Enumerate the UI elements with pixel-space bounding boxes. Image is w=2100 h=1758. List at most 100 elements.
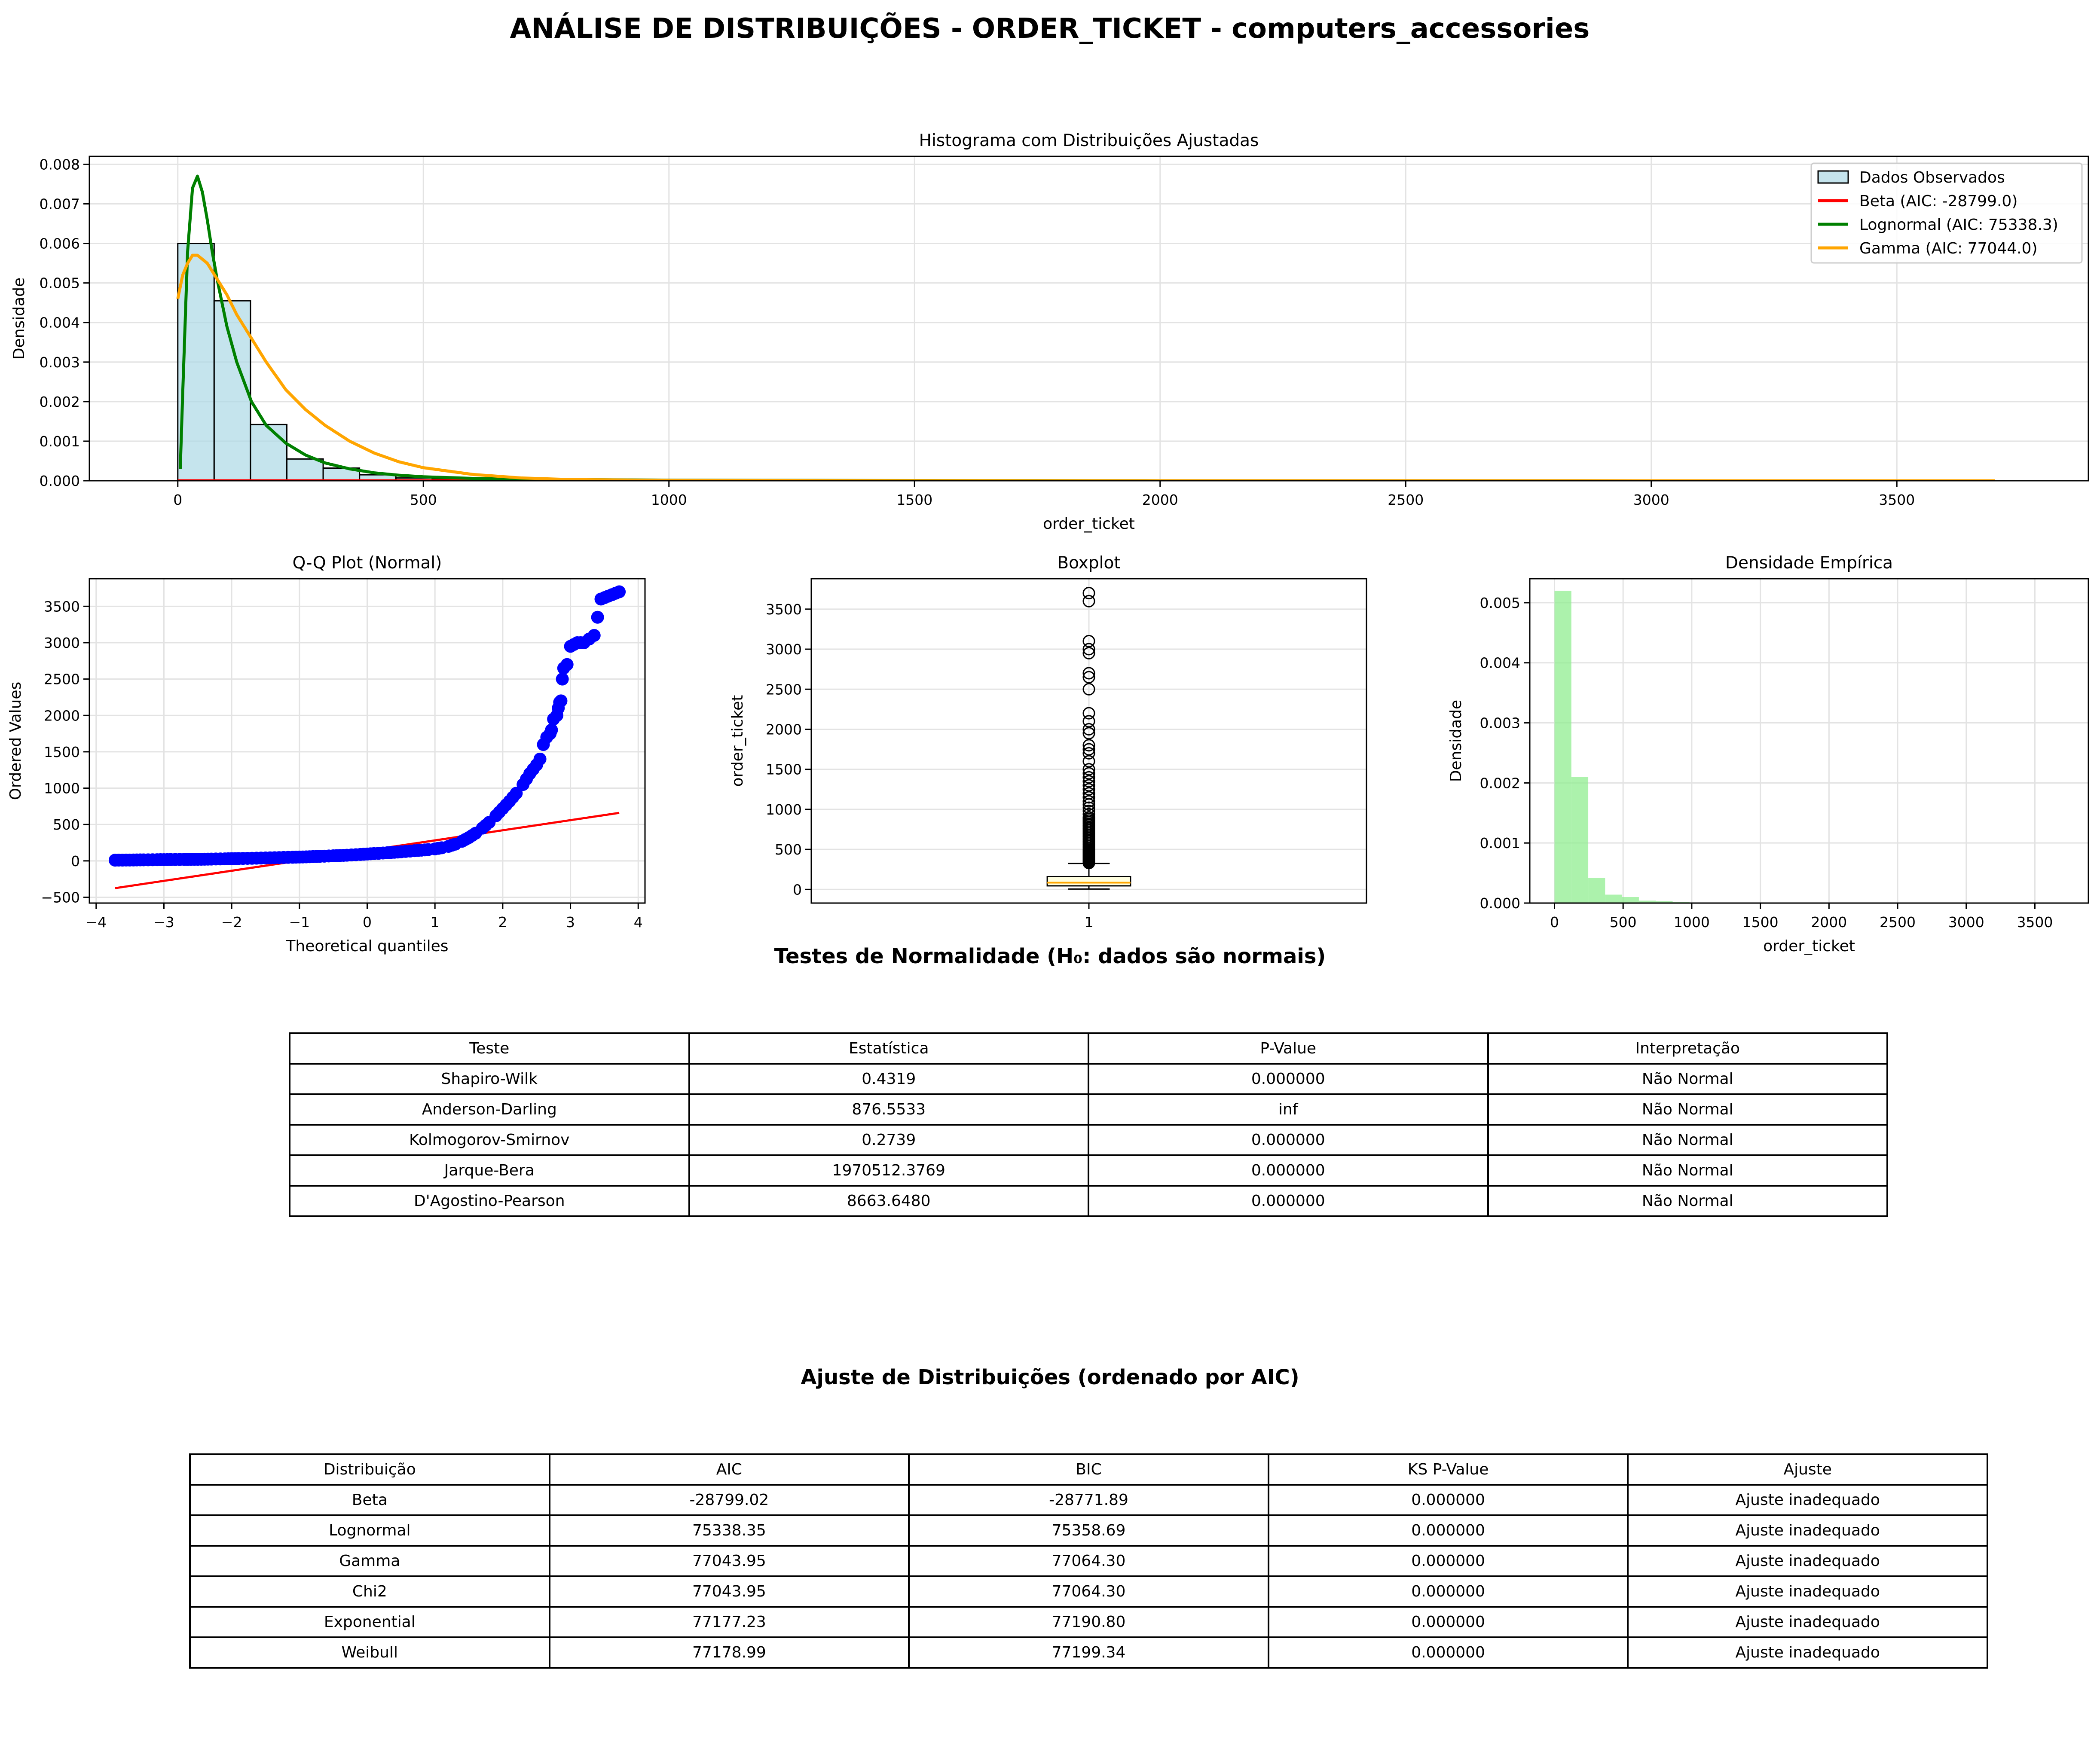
y-tick-label: 0 <box>71 853 80 870</box>
table-cell: Ajuste inadequado <box>1627 1545 1988 1577</box>
x-tick-label: −3 <box>153 914 174 931</box>
y-tick-label: 1500 <box>44 744 80 760</box>
table-cell: 0.000000 <box>1267 1545 1629 1577</box>
chart-qq: −4 −3 −2 −1 0 1 2 3 4 −500 0 500 1000 1500 2000 2500 300… <box>7 553 646 955</box>
table-cell: Jarque-Bera <box>289 1154 690 1187</box>
legend: Dados Observados Beta (AIC: -28799.0) Logn… <box>1810 162 2083 264</box>
box-outlier <box>1082 767 1095 780</box>
x-tick-label: 3000 <box>1948 914 1984 931</box>
x-tick-label: 500 <box>1610 914 1637 931</box>
chart-title: Histograma com Distribuições Ajustadas <box>919 131 1259 150</box>
qq-point <box>591 610 604 624</box>
y-tick-label: 500 <box>53 816 80 833</box>
x-tick-label: 2500 <box>1880 914 1916 931</box>
box-outlier <box>1082 683 1095 696</box>
x-tick-label: 1000 <box>651 491 687 508</box>
table-cell: 77043.95 <box>548 1545 910 1577</box>
box-outlier <box>1082 771 1095 784</box>
x-tick-label: −4 <box>86 914 107 931</box>
axes-frame <box>89 156 2089 482</box>
table-cell: Exponential <box>189 1606 550 1638</box>
x-tick-label: 2500 <box>1388 491 1424 508</box>
x-tick-label: 1 <box>431 914 440 931</box>
box-outlier <box>1082 587 1095 600</box>
table-cell: 0.000000 <box>1088 1063 1489 1095</box>
box-outlier <box>1082 801 1095 814</box>
box-outlier <box>1082 783 1095 796</box>
table-cell: 77177.23 <box>548 1606 910 1638</box>
table-cell: 0.000000 <box>1088 1124 1489 1156</box>
y-tick-label: 0.006 <box>40 235 80 252</box>
qq-point <box>533 752 547 766</box>
box-outlier <box>1082 595 1095 607</box>
qq-point <box>613 585 626 598</box>
plot-area <box>108 585 626 889</box>
table-cell: Weibull <box>189 1636 550 1669</box>
normality-table: Teste Estatística P-Value Interpretação Shap… <box>289 1032 1888 1217</box>
table-cell: 0.000000 <box>1267 1514 1629 1547</box>
chart-title: Q-Q Plot (Normal) <box>293 553 442 573</box>
y-tick-label: 0.004 <box>1480 655 1520 671</box>
table-cell: Anderson-Darling <box>289 1093 690 1126</box>
histogram-bar <box>1638 900 1656 903</box>
box-outlier <box>1082 739 1095 752</box>
series-line-gamma <box>176 253 1995 481</box>
y-tick-label: 2000 <box>766 721 802 738</box>
normality-table-title: Testes de Normalidade (H₀: dados são nor… <box>774 944 1326 968</box>
chart-hist: 0 500 1000 1500 2000 2500 3000 3500 0.000 0.001 0.… <box>10 131 2089 533</box>
histogram-bar <box>1605 894 1622 903</box>
table-cell: inf <box>1088 1093 1489 1126</box>
y-tick-label: 1000 <box>766 801 802 818</box>
box-outlier <box>1082 755 1095 768</box>
table-row: Anderson-Darling 876.5533 inf Não Normal <box>289 1093 1888 1126</box>
table-cell: Chi2 <box>189 1575 550 1608</box>
box-outlier <box>1082 667 1095 680</box>
x-tick-label: 3 <box>566 914 575 931</box>
x-tick-label: 3500 <box>1879 491 1915 508</box>
y-tick-label: 0.000 <box>1480 895 1520 912</box>
axes-frame <box>89 578 646 904</box>
box-outlier <box>1082 811 1095 824</box>
y-tick-label: 0.008 <box>40 156 80 173</box>
legend-swatch <box>1817 170 1849 184</box>
table-header-cell: KS P-Value <box>1267 1453 1629 1486</box>
table-cell: -28799.02 <box>548 1484 910 1516</box>
table-cell: 77064.30 <box>908 1545 1269 1577</box>
table-header-cell: BIC <box>908 1453 1269 1486</box>
plot-area <box>1554 590 2061 903</box>
histogram-bar <box>1656 901 1673 903</box>
legend-box <box>1810 162 2083 264</box>
table-row: Lognormal 75338.35 75358.69 0.000000 Ajuste … <box>189 1514 1988 1547</box>
box-outlier <box>1082 795 1095 808</box>
y-axis-label: Densidade <box>1447 700 1465 782</box>
table-header-cell: Interpretação <box>1487 1032 1888 1065</box>
x-tick-label: −2 <box>221 914 242 931</box>
y-tick-label: 0.000 <box>40 473 80 489</box>
table-cell: Ajuste inadequado <box>1627 1606 1988 1638</box>
table-cell: 8663.6480 <box>688 1185 1089 1217</box>
table-cell: 75338.35 <box>548 1514 910 1547</box>
table-cell: 0.000000 <box>1088 1185 1489 1217</box>
box-outlier <box>1082 715 1095 728</box>
box-outlier <box>1082 787 1095 800</box>
x-tick-label: 1000 <box>1674 914 1710 931</box>
table-cell: 0.000000 <box>1267 1484 1629 1516</box>
box-outlier <box>1082 808 1095 821</box>
table-cell: Beta <box>189 1484 550 1516</box>
table-cell: 1970512.3769 <box>688 1154 1089 1187</box>
table-row: Chi2 77043.95 77064.30 0.000000 Ajuste inade… <box>189 1575 1988 1608</box>
plot-area <box>1046 587 1131 890</box>
table-cell: Não Normal <box>1487 1093 1888 1126</box>
box-outlier <box>1082 707 1095 720</box>
table-cell: Ajuste inadequado <box>1627 1636 1988 1669</box>
histogram-bar <box>1554 590 1571 903</box>
chart-box: 1 0 500 1000 1500 2000 2500 3000 3500 Boxplot orde… <box>729 553 1367 931</box>
table-header-cell: Estatística <box>688 1032 1089 1065</box>
table-cell: Não Normal <box>1487 1063 1888 1095</box>
table-cell: 77043.95 <box>548 1575 910 1608</box>
x-tick-label: 2000 <box>1142 491 1178 508</box>
table-cell: 876.5533 <box>688 1093 1089 1126</box>
y-tick-label: 0.005 <box>40 275 80 292</box>
box-outlier <box>1082 671 1095 684</box>
table-cell: Não Normal <box>1487 1124 1888 1156</box>
